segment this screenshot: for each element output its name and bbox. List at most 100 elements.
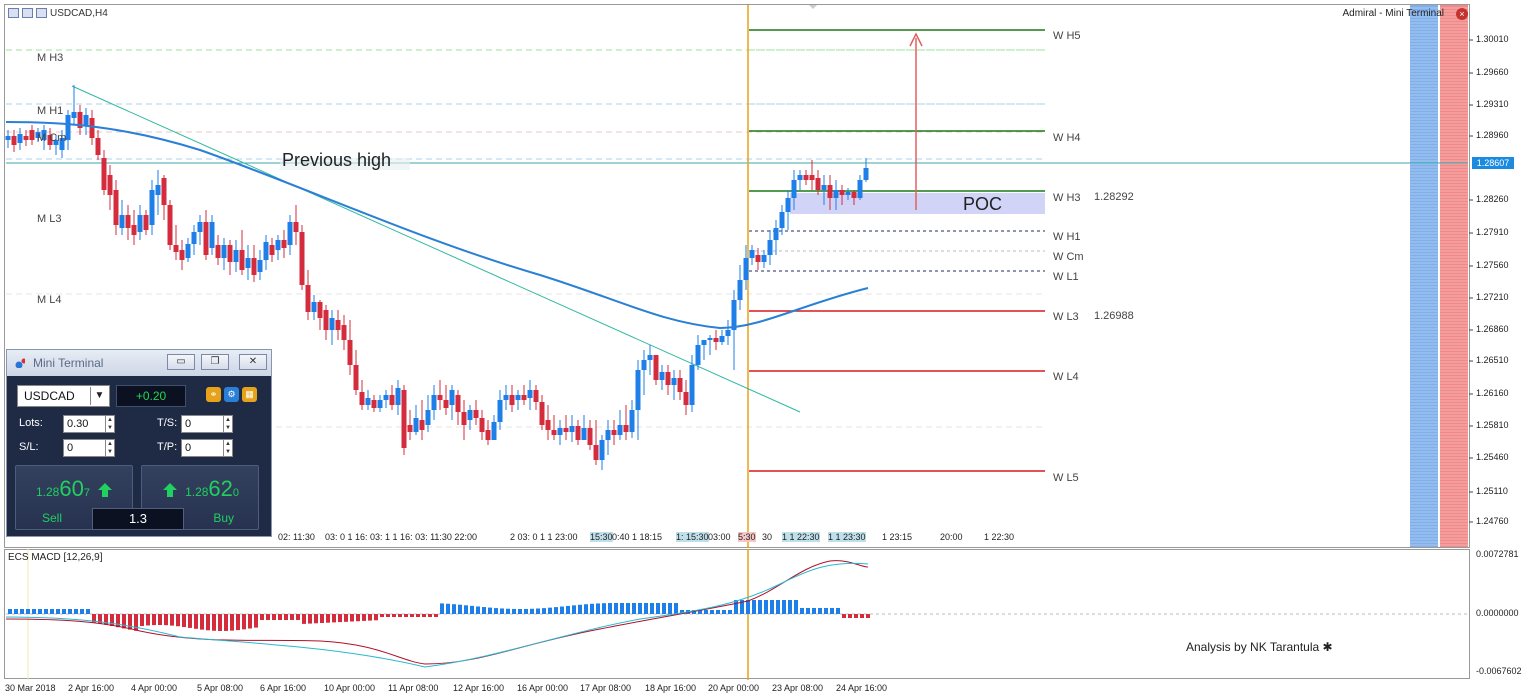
bear-candle: [23, 136, 29, 140]
tp-field[interactable]: 0: [181, 439, 229, 457]
terminal-logo-icon: [15, 358, 25, 368]
macd-bar-negative: [302, 614, 306, 624]
bull-candle: [767, 240, 773, 255]
macd-bar-negative: [194, 614, 198, 629]
price-tick: 1.27210: [1476, 292, 1509, 302]
macd-frame: [4, 549, 1470, 679]
macd-bar-positive: [536, 608, 540, 614]
bear-candle: [485, 430, 491, 440]
macd-bar-negative: [866, 614, 870, 618]
arrow-up-icon: [98, 483, 113, 497]
bear-candle: [533, 390, 539, 402]
bull-candle: [599, 440, 605, 460]
bear-candle: [653, 355, 659, 380]
chart-symbol-label: USDCAD,H4: [8, 6, 108, 20]
macd-bar-positive: [680, 610, 684, 614]
bear-candle: [545, 420, 551, 430]
buy-label: Buy: [213, 511, 234, 525]
macd-bar-positive: [620, 603, 624, 614]
mini-terminal-panel[interactable]: Mini Terminal ▭ ❐ ✕ USDCAD ▼ +0.20 ⚭ ⚙ ▦…: [6, 349, 272, 537]
bull-candle: [17, 134, 23, 143]
broker-label: Admiral - Mini Terminal: [1342, 8, 1444, 19]
ts-field[interactable]: 0: [181, 415, 229, 433]
time-axis-label: 10 Apr 00:00: [324, 683, 376, 693]
macd-bar-negative: [182, 614, 186, 628]
macd-bar-positive: [662, 603, 666, 614]
bear-candle: [239, 250, 245, 270]
bull-candle: [527, 390, 533, 398]
sl-field[interactable]: 0: [63, 439, 111, 457]
volume-field[interactable]: 1.3: [92, 508, 184, 530]
macd-bar-negative: [218, 614, 222, 631]
bull-candle: [863, 168, 869, 180]
macd-bar-negative: [350, 614, 354, 622]
bull-candle: [185, 244, 191, 258]
bull-candle: [581, 428, 587, 440]
bull-candle: [731, 300, 737, 330]
price-chart[interactable]: [0, 0, 1524, 548]
chart-frame: [4, 4, 1470, 548]
macd-bar-negative: [116, 614, 120, 628]
ts-stepper[interactable]: ▲ ▼: [223, 415, 233, 433]
macd-bar-positive: [452, 604, 456, 614]
bear-candle: [77, 112, 83, 128]
macd-bar-positive: [806, 608, 810, 614]
macd-bar-negative: [290, 614, 294, 620]
bull-candle: [557, 428, 563, 435]
bull-candle: [791, 180, 797, 198]
macd-bar-positive: [812, 608, 816, 614]
macd-bar-negative: [326, 614, 330, 623]
bear-candle: [125, 215, 131, 228]
symbol-select[interactable]: USDCAD: [17, 385, 110, 407]
buy-price-big: 62: [208, 476, 233, 501]
bull-candle: [209, 222, 215, 248]
macd-bar-negative: [314, 614, 318, 624]
macd-bar-negative: [128, 614, 132, 630]
gear-icon[interactable]: ⚙: [224, 387, 239, 402]
weekly-level-label: W Cm: [1053, 251, 1084, 263]
minimize-button[interactable]: ▭: [167, 354, 195, 370]
bear-candle: [455, 395, 461, 412]
bear-candle: [851, 192, 857, 198]
price-tick: 1.27560: [1476, 260, 1509, 270]
macd-bar-negative: [230, 614, 234, 631]
close-button[interactable]: ✕: [239, 354, 267, 370]
close-icon[interactable]: ×: [1456, 8, 1468, 20]
sell-price-suffix: 7: [83, 487, 90, 499]
grid-icon[interactable]: ▦: [242, 387, 257, 402]
bear-candle: [89, 118, 95, 138]
macd-chart[interactable]: [0, 549, 1524, 680]
price-tick: 1.25460: [1476, 452, 1509, 462]
bull-candle: [329, 318, 335, 330]
bull-candle: [233, 250, 239, 262]
macd-bar-positive: [584, 604, 588, 614]
macd-bar-positive: [8, 609, 12, 614]
lots-stepper[interactable]: ▲ ▼: [105, 415, 115, 433]
sl-stepper[interactable]: ▲ ▼: [105, 439, 115, 457]
bull-candle: [719, 336, 725, 342]
price-tick: 1.26160: [1476, 388, 1509, 398]
chart-window-icon: [22, 8, 33, 18]
bull-candle: [65, 115, 71, 140]
mini-terminal-titlebar[interactable]: Mini Terminal ▭ ❐ ✕: [7, 350, 271, 376]
link-icon[interactable]: ⚭: [206, 387, 221, 402]
sell-price-big: 60: [59, 476, 84, 501]
scroll-marker-icon: [809, 5, 817, 9]
maximize-button[interactable]: ❐: [201, 354, 229, 370]
session-time-label: 1 23:15: [882, 532, 913, 542]
bear-candle: [173, 245, 179, 252]
bear-candle: [143, 215, 149, 230]
bull-candle: [833, 190, 839, 198]
bull-candle: [605, 430, 611, 440]
bear-candle: [509, 395, 515, 405]
macd-bar-positive: [524, 608, 528, 614]
tp-stepper[interactable]: ▲ ▼: [223, 439, 233, 457]
lots-field[interactable]: 0.30: [63, 415, 111, 433]
time-axis-label: 23 Apr 08:00: [772, 683, 824, 693]
chevron-down-icon[interactable]: ▼: [90, 387, 108, 405]
star-icon: ✱: [1322, 640, 1333, 654]
bull-candle: [119, 215, 125, 228]
macd-bar-negative: [380, 614, 384, 617]
macd-tick: 0.0072781: [1476, 549, 1519, 559]
macd-bar-negative: [224, 614, 228, 631]
